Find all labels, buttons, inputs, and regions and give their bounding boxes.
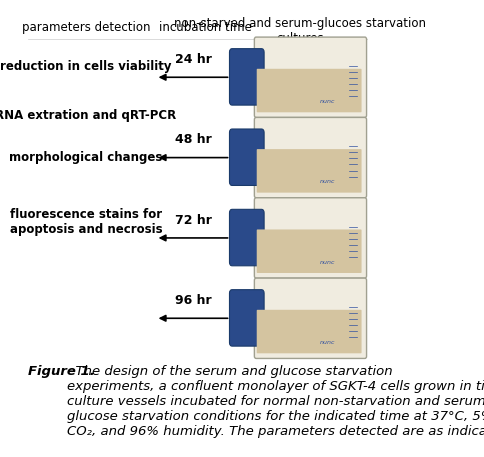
Text: non-starved and serum-glucoes starvation
cultures: non-starved and serum-glucoes starvation… bbox=[174, 17, 425, 45]
Text: 96 hr: 96 hr bbox=[174, 294, 211, 307]
Text: fluorescence stains for
apoptosis and necrosis: fluorescence stains for apoptosis and ne… bbox=[10, 208, 162, 236]
Text: morphological changes: morphological changes bbox=[9, 151, 162, 164]
Text: 48 hr: 48 hr bbox=[174, 133, 211, 146]
FancyBboxPatch shape bbox=[229, 290, 264, 346]
FancyBboxPatch shape bbox=[229, 129, 264, 186]
FancyBboxPatch shape bbox=[256, 310, 361, 353]
FancyBboxPatch shape bbox=[254, 117, 366, 198]
Text: 24 hr: 24 hr bbox=[174, 53, 211, 66]
Text: parameters detection: parameters detection bbox=[22, 21, 150, 34]
FancyBboxPatch shape bbox=[256, 149, 361, 193]
FancyBboxPatch shape bbox=[254, 37, 366, 117]
Text: nunc: nunc bbox=[319, 340, 335, 345]
FancyBboxPatch shape bbox=[256, 229, 361, 273]
Text: reduction in cells viability: reduction in cells viability bbox=[0, 59, 171, 73]
Text: 72 hr: 72 hr bbox=[174, 214, 211, 227]
FancyBboxPatch shape bbox=[254, 198, 366, 278]
Text: Figure 1.: Figure 1. bbox=[28, 365, 95, 378]
FancyBboxPatch shape bbox=[229, 209, 264, 266]
Text: nunc: nunc bbox=[319, 180, 335, 184]
Text: incubation time: incubation time bbox=[158, 21, 251, 34]
Text: RNA extration and qRT-PCR: RNA extration and qRT-PCR bbox=[0, 109, 176, 122]
Text: nunc: nunc bbox=[319, 99, 335, 104]
FancyBboxPatch shape bbox=[254, 278, 366, 358]
FancyBboxPatch shape bbox=[229, 48, 264, 105]
FancyBboxPatch shape bbox=[256, 69, 361, 112]
Text: The design of the serum and glucose starvation
experiments, a confluent monolaye: The design of the serum and glucose star… bbox=[67, 365, 484, 438]
Text: nunc: nunc bbox=[319, 260, 335, 265]
